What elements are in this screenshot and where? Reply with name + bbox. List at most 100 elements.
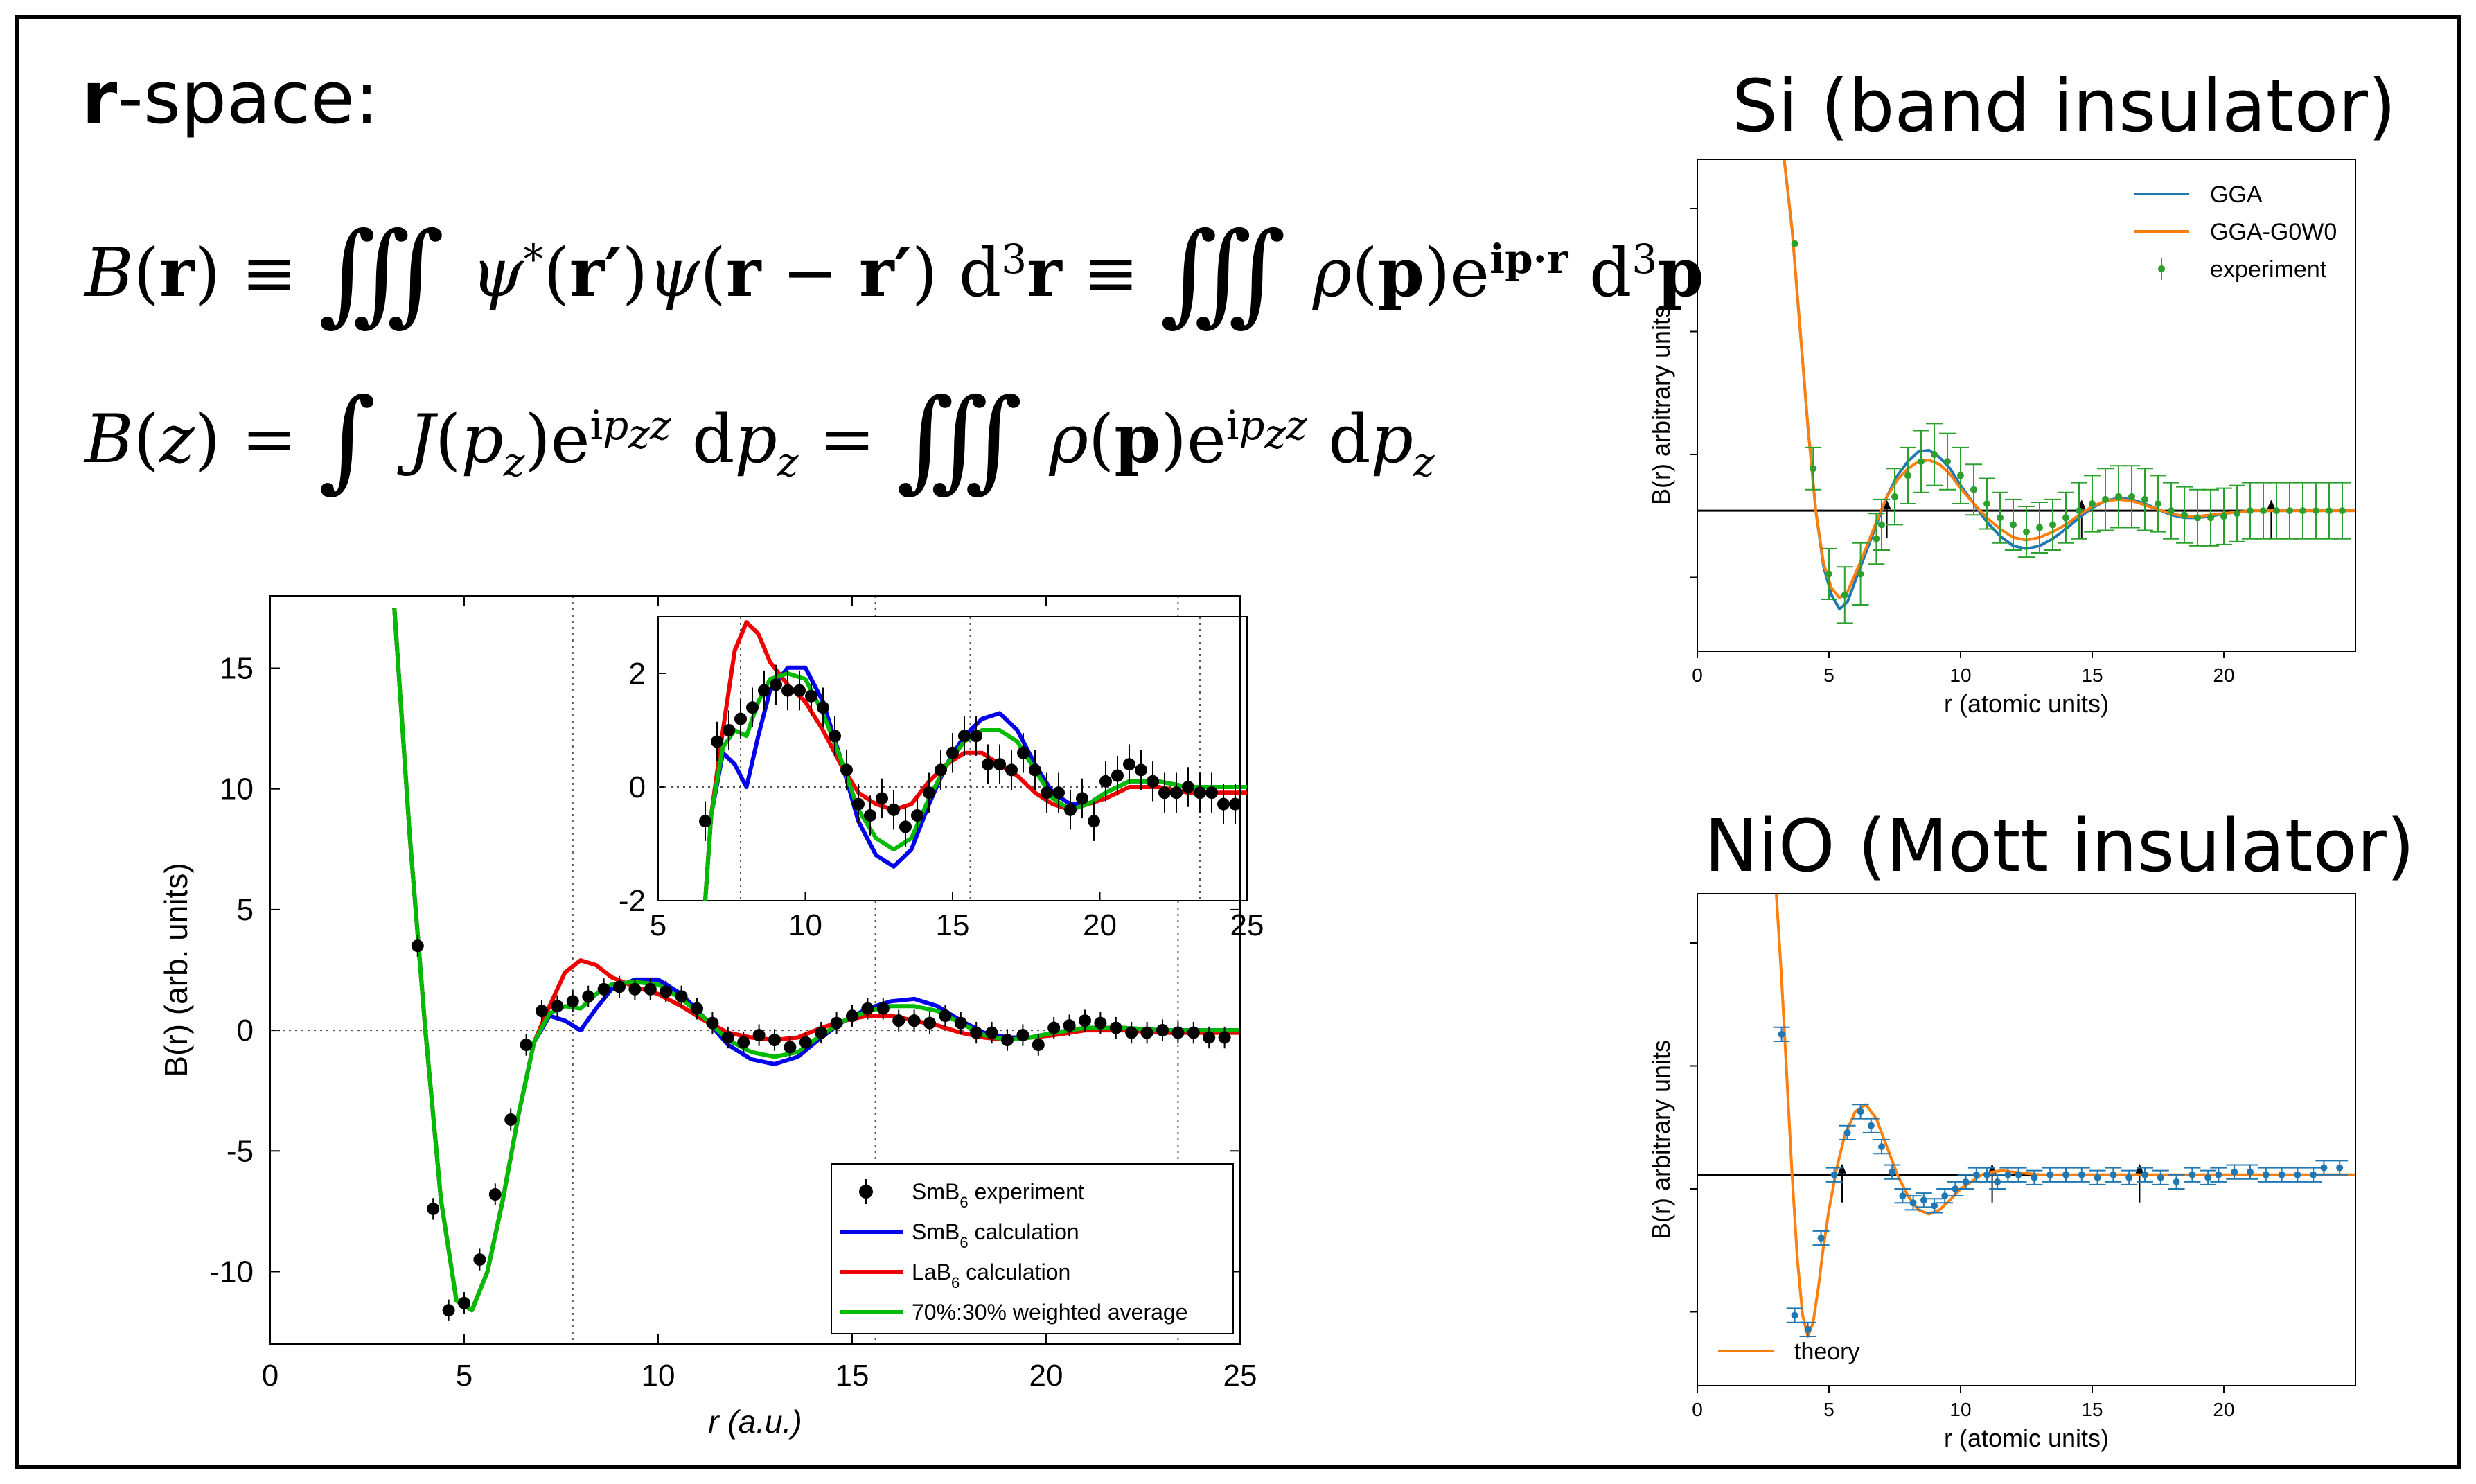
inset-data-point <box>1088 815 1100 828</box>
data-point <box>892 1014 905 1027</box>
heading-bold-r: r <box>82 55 118 140</box>
inset-data-point <box>1076 792 1088 805</box>
data-point <box>2313 507 2319 515</box>
data-point <box>2207 514 2214 522</box>
data-point <box>1891 493 1898 500</box>
data-point <box>1001 1034 1014 1047</box>
inset-x-tick-label: 5 <box>650 908 666 942</box>
x-tick-label: 25 <box>1223 1359 1257 1393</box>
data-point <box>2115 493 2122 500</box>
inset-data-point <box>982 758 994 771</box>
data-point <box>846 1009 858 1023</box>
data-point <box>1830 1171 1838 1178</box>
x-tick-label: 0 <box>1692 1399 1703 1420</box>
x-tick-label: 20 <box>2213 1399 2234 1420</box>
data-point <box>1203 1031 1216 1044</box>
inset-data-point <box>958 730 971 743</box>
data-point <box>442 1304 455 1317</box>
plot-area <box>1697 159 2355 624</box>
inset-data-point <box>711 735 723 748</box>
data-point <box>2141 495 2148 503</box>
inset-data-point <box>1017 746 1029 759</box>
node-arrow-head <box>2135 1163 2144 1174</box>
data-point <box>2247 1168 2254 1176</box>
plot-frame <box>1697 159 2356 652</box>
plot-frame <box>269 595 1241 1345</box>
data-point <box>876 1002 890 1015</box>
data-point <box>1962 1178 1970 1185</box>
data-point <box>1983 1171 1990 1178</box>
y-axis-label: B(r) (arb. units) <box>159 863 194 1077</box>
inset-series-line <box>702 671 1247 901</box>
inset-data-point <box>1029 763 1041 777</box>
data-point <box>660 985 673 998</box>
legend-label-subscript: 6 <box>951 1274 960 1291</box>
data-point <box>861 1002 874 1015</box>
data-point <box>799 1036 812 1049</box>
node-arrow-head <box>1882 500 1891 510</box>
node-arrow-head <box>2267 500 2276 510</box>
data-point <box>2339 507 2346 515</box>
data-point <box>2125 1174 2133 1181</box>
data-point <box>675 990 688 1003</box>
data-point <box>1156 1024 1169 1037</box>
x-tick-label: 0 <box>1692 664 1703 686</box>
data-point <box>1857 1108 1864 1115</box>
data-point <box>597 982 610 996</box>
data-point <box>2294 1171 2301 1178</box>
inset-data-point <box>793 684 806 697</box>
nio-chart: 0 5 10 15 20 r (atomic units) B(r) arbitrary u… <box>1647 893 2356 1452</box>
x-tick-label: 20 <box>1029 1359 1063 1393</box>
inset-data-point <box>1099 775 1112 788</box>
data-point <box>2078 1171 2085 1178</box>
nio-panel-title: NiO (Mott insulator) <box>1704 804 2415 888</box>
x-tick-label: 5 <box>1823 664 1834 686</box>
si-chart: 0 5 10 15 20 r (atomic units) B(r) arbitrary u… <box>1647 159 2356 718</box>
inset-data-point <box>734 712 747 725</box>
data-point <box>1791 240 1798 247</box>
data-point <box>1867 1122 1875 1129</box>
plot-frame <box>1697 893 2356 1386</box>
legend-label-tail: experiment <box>969 1179 1084 1204</box>
inset-data-point <box>1158 786 1171 800</box>
x-tick-label: 0 <box>262 1359 278 1393</box>
data-point <box>815 1026 828 1039</box>
series-line <box>1775 894 2355 1338</box>
data-point <box>1187 1026 1200 1039</box>
x-axis-label: r (atomic units) <box>1944 689 2109 718</box>
legend-label-subscript: 6 <box>960 1194 968 1211</box>
data-point <box>1843 1129 1851 1136</box>
inset-data-point <box>758 684 770 697</box>
data-point <box>1109 1021 1122 1034</box>
data-point <box>1972 1171 1980 1178</box>
x-tick-label: 15 <box>835 1359 869 1393</box>
data-point <box>2336 1164 2344 1172</box>
data-point <box>1889 1168 1896 1176</box>
x-tick-label: 10 <box>1949 664 1971 686</box>
triple-integral-sign: ∫∫∫ <box>318 208 445 337</box>
data-point <box>1778 1030 1785 1038</box>
data-point <box>551 1000 564 1013</box>
y-tick-label: -5 <box>227 1134 254 1168</box>
x-tick-label: 10 <box>642 1359 675 1393</box>
inset-data-point <box>993 758 1006 771</box>
data-point <box>1952 1185 1959 1192</box>
x-tick-label: 15 <box>2081 664 2103 686</box>
data-point <box>1032 1039 1045 1051</box>
data-point <box>1941 1192 1949 1200</box>
inset-data-point <box>946 746 959 759</box>
data-point <box>1878 1143 1885 1151</box>
inset-data-point <box>887 803 900 816</box>
y-tick-label: 5 <box>237 893 254 927</box>
legend-label: 70%:30% weighted average <box>912 1300 1188 1325</box>
data-point <box>1817 1235 1825 1242</box>
data-point <box>2299 507 2306 515</box>
slide-heading: r-space: <box>82 55 379 140</box>
data-point <box>1841 591 1848 599</box>
data-point <box>939 1009 952 1023</box>
data-point <box>2015 1171 2022 1178</box>
data-point <box>1016 1029 1029 1042</box>
data-point <box>2062 1171 2069 1178</box>
inset-y-tick-label: -2 <box>619 884 646 918</box>
data-point <box>2278 1171 2285 1178</box>
